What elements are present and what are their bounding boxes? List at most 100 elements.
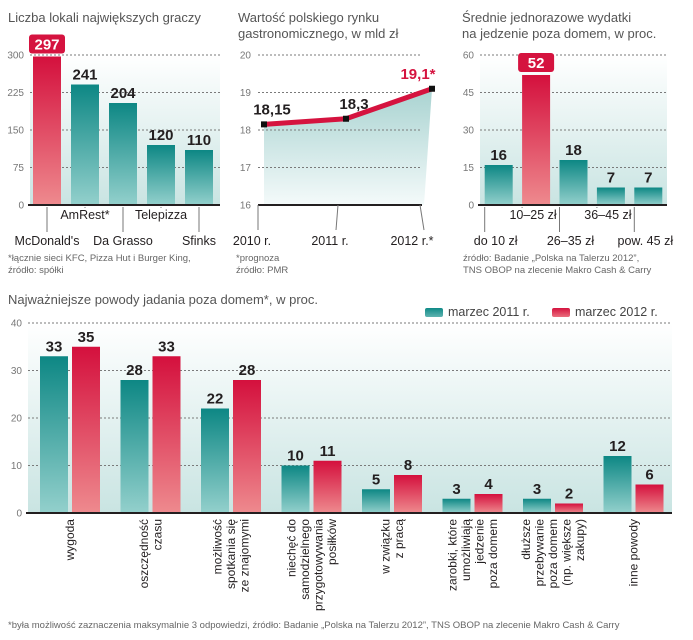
chart4-category-label: (np. większe [560, 519, 574, 586]
chart4-category-label: posiłków [325, 519, 339, 565]
chart-spending: 0 15 30 45 60 16 do 10 zł 52 10–25 zł 18 26–35 zł 7… [463, 51, 673, 249]
chart3-bar [522, 75, 551, 205]
chart3-note-line1: źródło: Badanie „Polska na Talerzu 2012”… [463, 253, 640, 264]
chart3-note-line2: TNS OBOP na zlecenie Makro Cash & Carry [463, 265, 652, 276]
chart1-bar [147, 145, 175, 205]
chart2-point [343, 115, 349, 122]
chart1-category-label: Da Grasso [93, 234, 153, 248]
chart3-bar [484, 165, 513, 205]
chart2-note-line2: źródło: PMR [236, 265, 289, 276]
chart4-value-label: 28 [126, 362, 143, 379]
chart3-value-label: 18 [565, 142, 582, 159]
chart4-category-label: niechęć do [284, 519, 298, 577]
chart4-value-label: 12 [609, 438, 626, 455]
chart1-value-label: 110 [187, 132, 211, 149]
chart4-category-label: samodzielnego [298, 519, 312, 600]
chart3-y-tick-label: 45 [463, 88, 475, 99]
legend-item-2012: marzec 2012 r. [552, 305, 658, 319]
chart3-bar [559, 160, 588, 205]
chart2-y-tick-label: 18 [240, 126, 252, 137]
chart4-bar-2012 [555, 503, 583, 513]
chart4-y-tick-label: 20 [11, 414, 23, 425]
legend-label-2011: marzec 2011 r. [448, 305, 530, 319]
chart1-y-tick-label: 300 [7, 51, 24, 62]
chart2-x-tick-label: 2012 r.* [390, 234, 433, 248]
chart4-bar-2012 [233, 380, 261, 513]
chart3-value-label: 7 [644, 170, 652, 187]
chart1-value-label: 204 [110, 85, 136, 102]
chart4-value-label: 22 [207, 391, 224, 408]
chart4-y-tick-label: 40 [11, 319, 23, 330]
chart3-value-label: 52 [528, 55, 545, 72]
chart2-x-leader [419, 204, 425, 231]
chart4-bar-2012 [152, 356, 181, 513]
chart4-category-label: poza domem [486, 519, 500, 588]
chart3-y-tick-label: 30 [463, 126, 475, 137]
chart4-value-label: 3 [452, 481, 460, 498]
chart4-value-label: 11 [320, 443, 336, 460]
chart3-value-label: 7 [607, 170, 615, 187]
chart4-bar-2011 [281, 465, 310, 513]
chart1-note-line2: źródło: spółki [8, 265, 64, 276]
chart4-y-tick-label: 0 [16, 509, 22, 520]
chart3-y-tick-label: 15 [463, 163, 475, 174]
chart2-point [429, 85, 435, 92]
chart4-value-label: 6 [645, 467, 653, 484]
chart4-category-label: w związku [378, 519, 392, 575]
chart4-title: Najważniejsze powody jadania poza domem*… [8, 292, 318, 307]
chart4-bar-2012 [474, 494, 503, 513]
legend-label-2012: marzec 2012 r. [575, 305, 658, 319]
chart2-value-label: 18,3 [339, 96, 368, 113]
chart4-value-label: 3 [533, 481, 541, 498]
chart4-bar-2012 [72, 346, 100, 513]
chart1-category-label: Sfinks [182, 234, 216, 248]
chart4-category-label: wygoda [63, 519, 77, 562]
chart4-bar-2011 [201, 408, 229, 513]
chart2-value-label: 19,1* [400, 66, 435, 83]
chart4-bar-2011 [603, 456, 632, 513]
chart3-category-label: pow. 45 zł [618, 234, 674, 248]
chart1-category-label: AmRest* [60, 208, 109, 222]
chart3-y-tick-label: 60 [463, 51, 475, 62]
chart4-category-label: z pracą [392, 519, 406, 559]
chart1-category-label: McDonald's [15, 234, 80, 248]
chart4-category-label: spotkania się [224, 519, 238, 589]
chart1-y-tick-label: 0 [18, 201, 24, 212]
chart4-bar-2012 [635, 484, 664, 513]
chart4-category-label: przygotowywania [311, 519, 325, 611]
legend-swatch-teal [425, 307, 443, 317]
chart4-value-label: 35 [78, 329, 95, 346]
chart4-value-label: 10 [287, 448, 304, 465]
chart4-category-label: dłuższe [519, 519, 533, 560]
chart3-bar [634, 187, 663, 205]
chart4-bar-2011 [120, 380, 149, 513]
chart4-category-label: jedzenie [472, 519, 486, 565]
chart2-y-tick-label: 19 [240, 88, 252, 99]
chart1-y-tick-label: 150 [7, 126, 24, 137]
chart3-category-label: 26–35 zł [547, 234, 594, 248]
chart4-bar-2011 [362, 489, 390, 513]
chart2-x-tick-label: 2011 r. [311, 234, 348, 248]
chart4-bar-2012 [313, 460, 342, 513]
chart4-y-tick-label: 30 [11, 366, 23, 377]
chart4-bar-2011 [40, 356, 68, 513]
chart4-category-label: możliwość [211, 519, 225, 574]
legend-swatch-red [552, 307, 570, 317]
chart4-bar-2011 [442, 498, 471, 513]
chart4-value-label: 5 [372, 471, 380, 488]
chart1-highlight-badge [29, 34, 65, 54]
chart4-value-label: 8 [404, 457, 412, 474]
chart1-value-label: 297 [34, 37, 59, 54]
chart2-y-tick-label: 17 [240, 163, 252, 174]
chart4-category-label: zarobki, które [445, 519, 459, 591]
chart3-value-label: 16 [490, 147, 507, 164]
chart4-category-label: poza domem [546, 519, 560, 588]
chart1-category-label: Telepizza [135, 208, 187, 222]
chart-market-value: 16 17 18 19 20 18,15 18,3 19,1* 2010 r. 2011 r. 20… [233, 51, 436, 249]
chart4-value-label: 28 [239, 362, 256, 379]
chart3-category-label: 10–25 zł [509, 208, 556, 222]
chart4-bar-2011 [523, 498, 551, 513]
chart1-bar [33, 56, 61, 205]
chart4-value-label: 4 [484, 476, 493, 493]
